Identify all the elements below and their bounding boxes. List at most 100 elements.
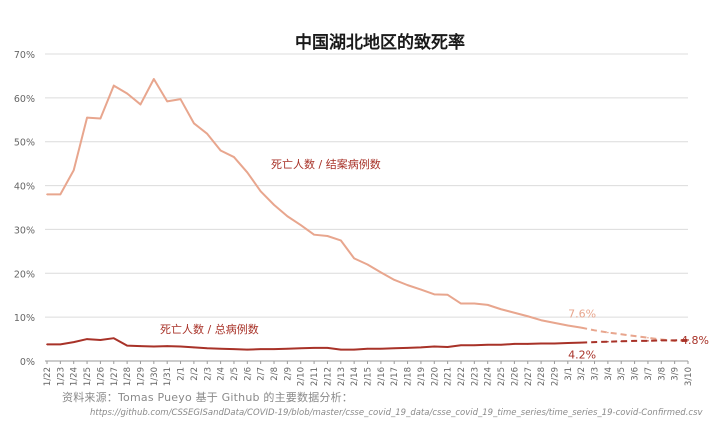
y-tick-label: 30% (14, 225, 35, 236)
data-point (526, 315, 529, 318)
data-point (647, 336, 649, 339)
chart-title: 中国湖北地区的致死率 (295, 32, 465, 53)
data-point (607, 331, 609, 334)
x-tick-label: 2/4 (217, 367, 227, 381)
data-point (286, 347, 289, 350)
data-point (179, 345, 182, 348)
x-tick-label: 2/9 (283, 367, 293, 381)
x-tick-label: 3/5 (617, 367, 627, 381)
x-tick-label: 3/8 (657, 367, 667, 381)
x-tick-label: 2/13 (337, 367, 347, 386)
series-label-ratio-closed: 死亡人数 / 结案病例数 (271, 157, 381, 171)
data-point (553, 342, 556, 345)
data-point (620, 333, 623, 336)
x-tick-label: 3/10 (684, 367, 694, 386)
data-point (46, 343, 48, 346)
data-point (326, 347, 329, 349)
data-point (139, 345, 142, 347)
data-point (540, 342, 542, 345)
data-point (473, 344, 476, 347)
x-tick-label: 2/27 (524, 367, 534, 386)
y-tick-label: 0% (20, 357, 35, 368)
gridlines (45, 53, 688, 362)
data-point (486, 304, 489, 306)
data-point (380, 271, 382, 274)
data-point (126, 92, 128, 95)
data-point (286, 215, 289, 218)
data-point (313, 233, 315, 236)
x-tick-label: 1/24 (70, 367, 80, 386)
data-point (513, 311, 516, 314)
x-tick-label: 2/22 (457, 367, 467, 386)
x-axis: 1/22 1/23 1/24 1/25 1/26 1/27 1/28 1/29 1/30 1/31… (43, 361, 694, 386)
data-point (633, 335, 636, 337)
data-point (526, 343, 529, 345)
data-point (99, 339, 102, 341)
x-tick-label: 2/14 (350, 367, 360, 386)
data-point (446, 293, 449, 296)
x-tick-label: 1/30 (150, 367, 160, 386)
y-axis: 0% 10% 20% 30% 40% 50% 60% 70% (14, 50, 35, 368)
data-point (219, 347, 222, 350)
x-tick-label: 2/25 (497, 367, 507, 386)
data-point (353, 348, 355, 351)
series-projection-0 (580, 326, 689, 342)
x-tick-label: 2/28 (537, 367, 547, 386)
source-url: https://github.com/CSSEGISandData/COVID-… (90, 408, 703, 418)
data-point (233, 156, 235, 158)
data-point (166, 345, 168, 347)
data-point (460, 344, 462, 347)
data-point (339, 239, 342, 242)
x-tick-label: 1/23 (56, 367, 66, 386)
end-label-total: 4.2% (568, 349, 596, 362)
x-tick-label: 1/22 (43, 367, 53, 386)
data-point (353, 257, 355, 260)
end-label-closed: 7.6% (568, 308, 596, 321)
data-point (126, 344, 128, 347)
y-tick-label: 20% (14, 269, 35, 280)
data-point (446, 346, 449, 348)
data-point (206, 133, 209, 135)
data-point (593, 329, 596, 332)
data-point (673, 339, 676, 342)
source-note: 资料来源：Tomas Pueyo 基于 Github 的主要数据分析： (62, 391, 353, 404)
data-point (246, 348, 249, 351)
x-tick-label: 1/29 (136, 367, 146, 386)
data-point (299, 224, 302, 226)
data-point (687, 339, 689, 341)
y-tick-label: 10% (14, 313, 35, 324)
data-point (59, 343, 62, 346)
data-point (500, 343, 502, 346)
x-tick-label: 2/29 (550, 367, 560, 386)
data-point (433, 293, 436, 296)
x-tick-label: 1/28 (123, 367, 133, 386)
series-line-0 (47, 77, 582, 329)
data-point (259, 348, 262, 350)
x-tick-label: 2/19 (417, 367, 427, 386)
data-point (553, 322, 556, 324)
data-point (233, 348, 235, 350)
data-point (112, 337, 115, 339)
x-tick-label: 1/26 (96, 367, 106, 386)
data-point (193, 122, 195, 125)
data-point (259, 190, 262, 193)
data-point (366, 347, 369, 350)
data-point (219, 149, 222, 152)
data-point (299, 347, 302, 350)
x-tick-label: 2/3 (203, 367, 213, 381)
data-point (193, 346, 195, 349)
data-point (620, 340, 623, 343)
x-tick-label: 2/10 (297, 367, 307, 386)
data-point (540, 319, 542, 322)
series-lines (46, 77, 689, 351)
data-point (72, 341, 75, 343)
y-tick-label: 70% (14, 50, 35, 61)
x-tick-label: 2/26 (510, 367, 520, 386)
data-point (313, 347, 315, 349)
data-point (420, 288, 422, 291)
data-point (433, 345, 436, 348)
data-point (393, 279, 396, 281)
